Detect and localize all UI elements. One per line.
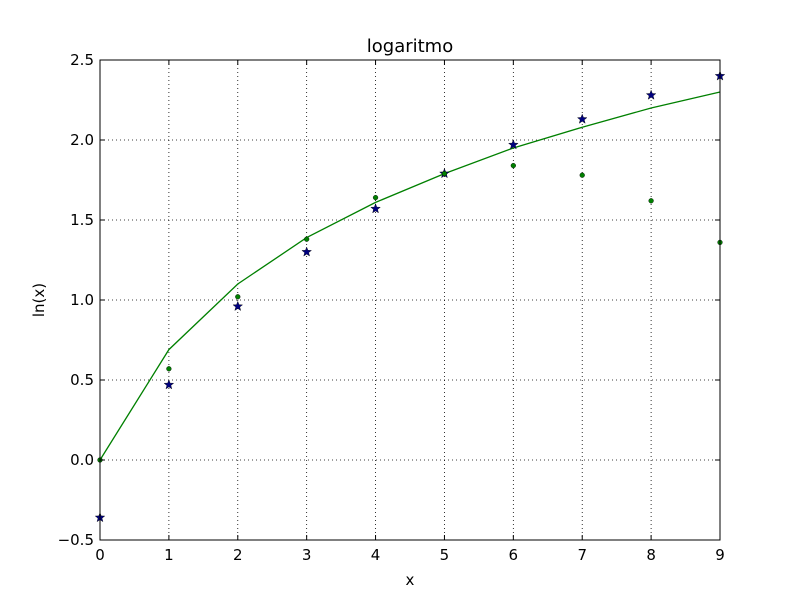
ticks: 0 1 2 3 4 5 6 7 8 9 −0.5 0.0 0.5 1.0 1.5 2.0 2.5 xyxy=(58,51,725,564)
star-point xyxy=(232,300,244,311)
grid xyxy=(100,60,720,540)
x-tick-label: 5 xyxy=(440,546,450,564)
x-tick-label: 1 xyxy=(164,546,174,564)
star-point xyxy=(301,246,312,257)
star-point xyxy=(370,203,381,214)
y-tick-label: 2.5 xyxy=(70,51,94,69)
y-tick-label: 0.0 xyxy=(70,451,94,469)
star-point xyxy=(645,89,657,100)
y-tick-label: 1.0 xyxy=(70,291,94,309)
x-tick-label: 3 xyxy=(302,546,312,564)
x-tick-label: 9 xyxy=(715,546,725,564)
series-layer xyxy=(94,70,726,523)
star-point xyxy=(508,139,519,150)
x-tick-label: 0 xyxy=(95,546,105,564)
x-tick-label: 7 xyxy=(577,546,587,564)
dot-point xyxy=(648,198,654,204)
chart-title: logaritmo xyxy=(367,36,453,57)
y-tick-label: −0.5 xyxy=(58,531,94,549)
dot-point xyxy=(235,294,241,300)
x-tick-label: 2 xyxy=(233,546,243,564)
y-tick-label: 1.5 xyxy=(70,211,94,229)
dot-point xyxy=(579,172,585,178)
dot-point xyxy=(441,171,448,177)
ln-curve-line xyxy=(99,91,721,461)
dot-point xyxy=(166,366,172,372)
star-point xyxy=(163,379,175,390)
dot-point xyxy=(372,195,379,201)
y-tick-label: 0.5 xyxy=(70,371,94,389)
star-point xyxy=(576,113,588,124)
x-axis-label: x xyxy=(406,571,415,589)
dot-point xyxy=(510,163,516,169)
x-tick-label: 4 xyxy=(371,546,381,564)
y-tick-label: 2.0 xyxy=(70,131,94,149)
y-axis-label: ln(x) xyxy=(30,283,48,317)
x-tick-label: 6 xyxy=(509,546,519,564)
dot-point xyxy=(304,236,310,242)
x-tick-label: 8 xyxy=(646,546,656,564)
